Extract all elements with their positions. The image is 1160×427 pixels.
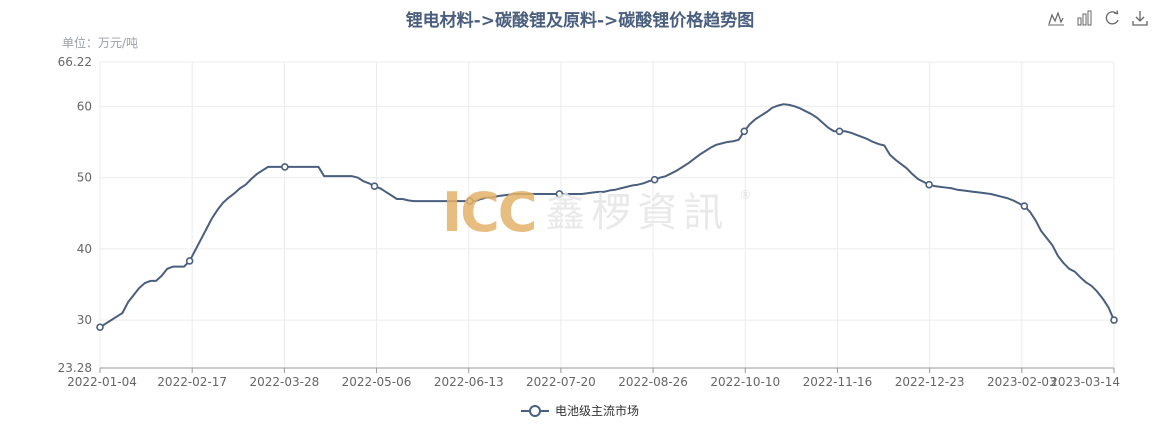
legend-line-icon bbox=[520, 404, 549, 418]
toolbox bbox=[1046, 8, 1150, 28]
x-tick-label: 2022-05-06 bbox=[342, 375, 412, 389]
line-chart-icon[interactable] bbox=[1046, 8, 1066, 28]
y-tick-label: 30 bbox=[77, 313, 92, 327]
chart-title: 锂电材料->碳酸锂及原料->碳酸锂价格趋势图 bbox=[405, 11, 755, 31]
grid bbox=[99, 61, 1115, 369]
x-tick-label: 2023-03-14 bbox=[1050, 375, 1120, 389]
x-tick-label: 2022-10-10 bbox=[710, 375, 780, 389]
data-point bbox=[370, 182, 379, 190]
unit-label: 单位：万元/吨 bbox=[62, 36, 139, 50]
x-tick-label: 2022-03-28 bbox=[249, 375, 319, 389]
y-tick-label: 60 bbox=[77, 99, 92, 113]
x-axis: 2022-01-04 2022-02-17 2022-03-28 2022-05-06… bbox=[67, 367, 1120, 389]
x-tick-label: 2022-07-20 bbox=[526, 375, 596, 389]
data-point bbox=[185, 257, 194, 265]
legend-label: 电池级主流市场 bbox=[554, 404, 639, 418]
data-point bbox=[740, 127, 749, 136]
x-tick-label: 2022-06-13 bbox=[434, 375, 504, 389]
data-point bbox=[465, 197, 474, 205]
y-axis: 23.28 30 40 50 60 66.22 bbox=[58, 55, 92, 375]
x-tick-label: 2023-02-03 bbox=[987, 375, 1057, 389]
restore-icon[interactable] bbox=[1102, 8, 1122, 28]
y-tick-label: 66.22 bbox=[58, 55, 92, 69]
data-point bbox=[1110, 316, 1118, 324]
data-point bbox=[96, 323, 104, 332]
x-tick-label: 2022-08-26 bbox=[618, 375, 688, 389]
download-icon[interactable] bbox=[1130, 8, 1150, 28]
data-point bbox=[650, 175, 659, 184]
series-layer bbox=[96, 103, 1118, 332]
series-line bbox=[99, 103, 1115, 329]
legend[interactable]: 电池级主流市场 bbox=[0, 402, 1160, 419]
x-tick-label: 2022-12-23 bbox=[895, 375, 965, 389]
data-point bbox=[835, 127, 844, 136]
data-point bbox=[555, 190, 564, 198]
x-tick-label: 2022-11-16 bbox=[803, 375, 873, 389]
y-tick-label: 40 bbox=[77, 242, 92, 256]
data-point bbox=[925, 180, 933, 189]
x-tick-label: 2022-01-04 bbox=[67, 375, 137, 389]
y-tick-label: 50 bbox=[77, 171, 92, 185]
y-tick-label: 23.28 bbox=[58, 361, 92, 375]
data-point bbox=[1020, 202, 1029, 210]
bar-chart-icon[interactable] bbox=[1074, 8, 1094, 28]
x-tick-label: 2022-02-17 bbox=[157, 375, 227, 389]
data-point bbox=[281, 163, 289, 171]
